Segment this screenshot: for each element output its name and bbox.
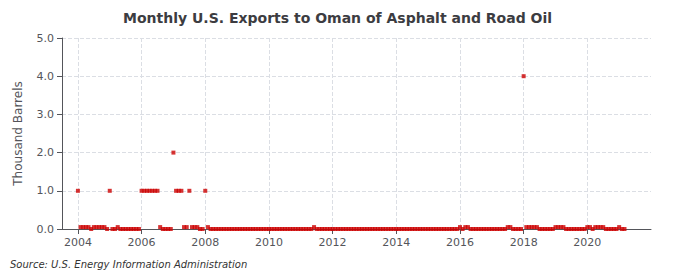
svg-text:2014: 2014 xyxy=(382,236,410,249)
svg-text:2010: 2010 xyxy=(255,236,283,249)
svg-text:Monthly U.S. Exports to Oman o: Monthly U.S. Exports to Oman of Asphalt … xyxy=(123,10,552,26)
svg-text:3.0: 3.0 xyxy=(37,108,55,121)
svg-text:1.0: 1.0 xyxy=(37,184,55,197)
svg-text:Thousand Barrels: Thousand Barrels xyxy=(11,81,25,186)
svg-text:2016: 2016 xyxy=(446,236,474,249)
svg-text:5.0: 5.0 xyxy=(37,32,55,45)
svg-text:4.0: 4.0 xyxy=(37,70,55,83)
svg-text:2006: 2006 xyxy=(128,236,156,249)
svg-text:0.0: 0.0 xyxy=(37,223,55,236)
svg-text:2018: 2018 xyxy=(510,236,538,249)
svg-text:2.0: 2.0 xyxy=(37,146,55,159)
svg-text:2012: 2012 xyxy=(319,236,347,249)
svg-text:2004: 2004 xyxy=(64,236,92,249)
svg-text:2020: 2020 xyxy=(573,236,601,249)
svg-text:2008: 2008 xyxy=(191,236,219,249)
svg-text:Source: U.S. Energy Informatio: Source: U.S. Energy Information Administ… xyxy=(10,259,247,270)
